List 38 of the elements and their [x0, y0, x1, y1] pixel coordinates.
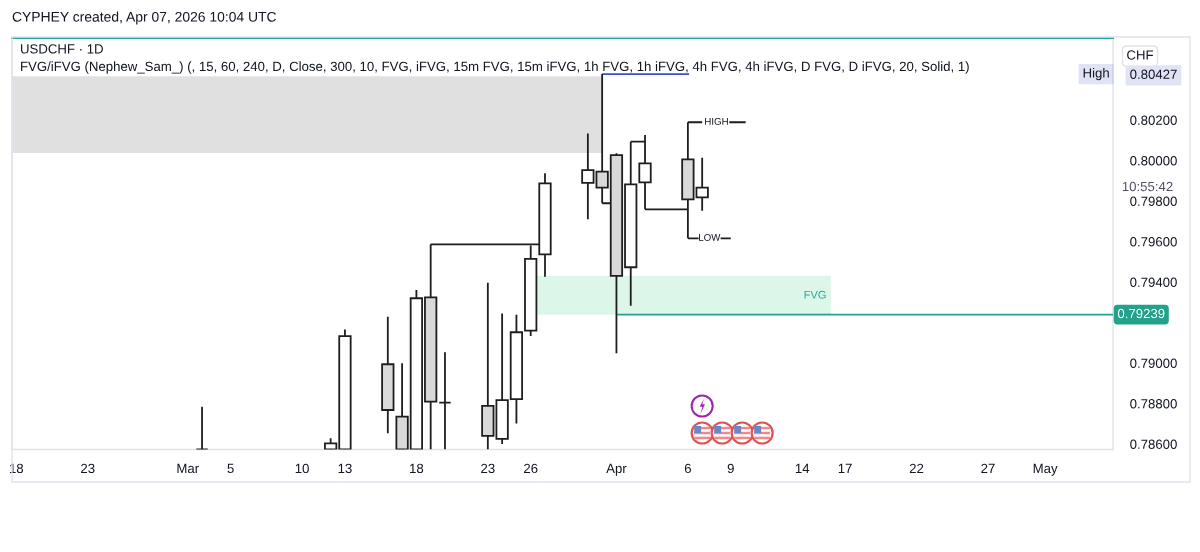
y-tick-label: 0.80200 — [1130, 115, 1177, 125]
y-tick-label: 0.79400 — [1130, 277, 1177, 287]
text: CYPHEY created, Apr 07, 2026 10:04 UTC — [12, 11, 277, 25]
series-label: FVG — [804, 290, 826, 299]
x-tick-label: 17 — [838, 463, 852, 473]
y-tick-label: 0.80427 — [1130, 69, 1177, 79]
x-tick-label: 5 — [227, 463, 234, 474]
y-tick-label: 0.78800 — [1130, 399, 1177, 409]
legend-label: High — [1083, 67, 1109, 81]
x-tick-label: 6 — [684, 463, 691, 474]
x-tick-label: 10 — [295, 463, 309, 474]
text: 10:55:42 — [1122, 181, 1173, 192]
x-tick-label: Mar — [177, 463, 199, 474]
candlestick — [581, 132, 595, 221]
candlestick — [438, 351, 452, 450]
x-tick-label: 18 — [9, 463, 24, 474]
x-tick-label: 23 — [481, 463, 495, 474]
x-tick-label: 27 — [981, 463, 995, 473]
series-label: HIGH — [705, 117, 728, 125]
y-axis-title: CHF — [1127, 50, 1154, 60]
x-tick-label: May — [1033, 463, 1058, 476]
x-tick-label: 26 — [524, 463, 538, 474]
series-label: LOW — [699, 234, 721, 241]
text: FVG/iFVG (Nephew_Sam_) (, 15, 60, 240, D, Close, 300, 10, FVG, iFVG, 15m FVG, 15m iFVG, 1h FVG, 1h iFVG, 4h FVG, 4h iFVG, D FVG, D iFVG, 20, Solid, 1) — [21, 61, 969, 74]
chart-title: USDCHF · 1D — [21, 44, 103, 54]
x-tick-label: Apr — [606, 463, 627, 476]
x-tick-label: 18 — [410, 463, 424, 474]
data-label: 0.79239 — [1117, 308, 1165, 319]
y-tick-label: 0.79000 — [1130, 358, 1177, 368]
x-tick-label: 23 — [81, 463, 95, 474]
x-tick-label: 13 — [338, 463, 352, 474]
y-tick-label: 0.78600 — [1130, 439, 1177, 449]
x-tick-label: 22 — [909, 463, 924, 473]
y-tick-label: 0.79600 — [1130, 237, 1177, 247]
y-tick-label: 0.79800 — [1130, 196, 1177, 206]
x-tick-label: 14 — [795, 463, 810, 473]
x-tick-label: 9 — [727, 463, 734, 474]
y-tick-label: 0.80000 — [1130, 156, 1177, 166]
